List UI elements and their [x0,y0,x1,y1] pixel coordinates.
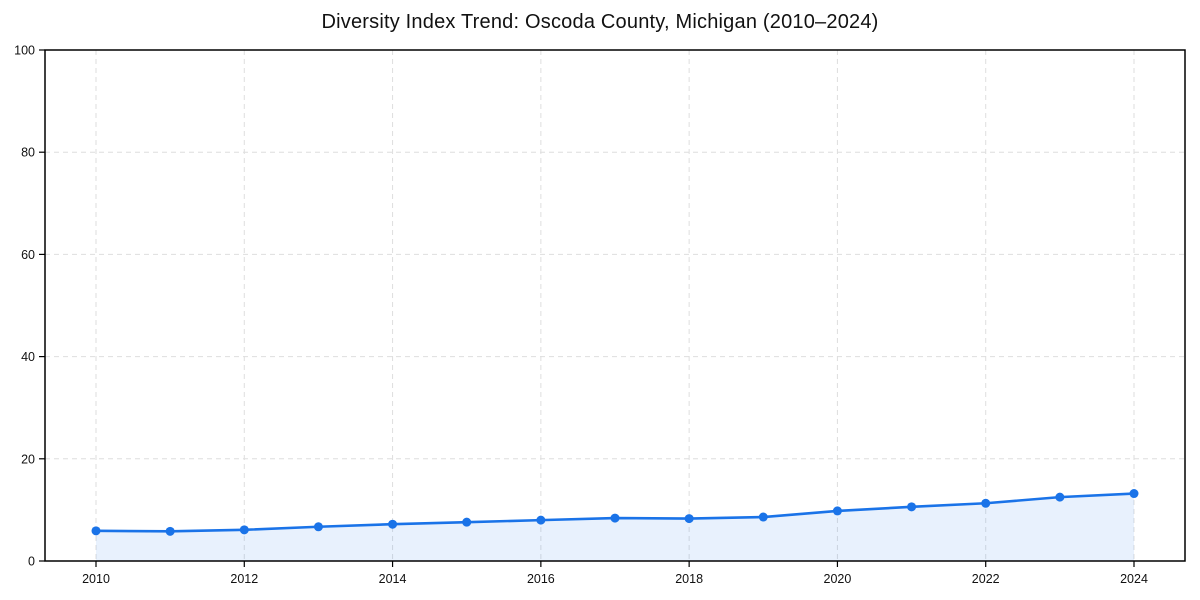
data-point [981,498,991,508]
data-point [91,526,101,536]
x-tick-label: 2016 [527,572,555,586]
x-tick-label: 2010 [82,572,110,586]
data-point [313,522,323,532]
data-point [758,512,768,522]
x-tick-label: 2014 [379,572,407,586]
chart-title: Diversity Index Trend: Oscoda County, Mi… [321,11,879,33]
area-fill [96,493,1134,561]
data-point [388,519,398,529]
y-tick-label: 20 [21,452,35,466]
data-point [165,526,175,536]
y-tick-label: 80 [21,146,35,160]
x-tick-label: 2020 [824,572,852,586]
x-tick-label: 2012 [230,572,258,586]
data-point [462,517,472,527]
x-tick-label: 2022 [972,572,1000,586]
data-point [907,502,917,512]
x-tick-label: 2018 [675,572,703,586]
data-point [536,515,546,525]
y-tick-label: 60 [21,248,35,262]
data-point [239,525,249,535]
y-tick-label: 0 [28,555,35,569]
data-point [1055,492,1065,502]
x-tick-label: 2024 [1120,572,1148,586]
y-tick-label: 100 [14,44,35,58]
plot-frame [44,49,1186,562]
data-point [684,514,694,524]
data-point [832,506,842,516]
data-point [610,513,620,523]
y-tick-label: 40 [21,350,35,364]
data-point [1129,489,1139,499]
